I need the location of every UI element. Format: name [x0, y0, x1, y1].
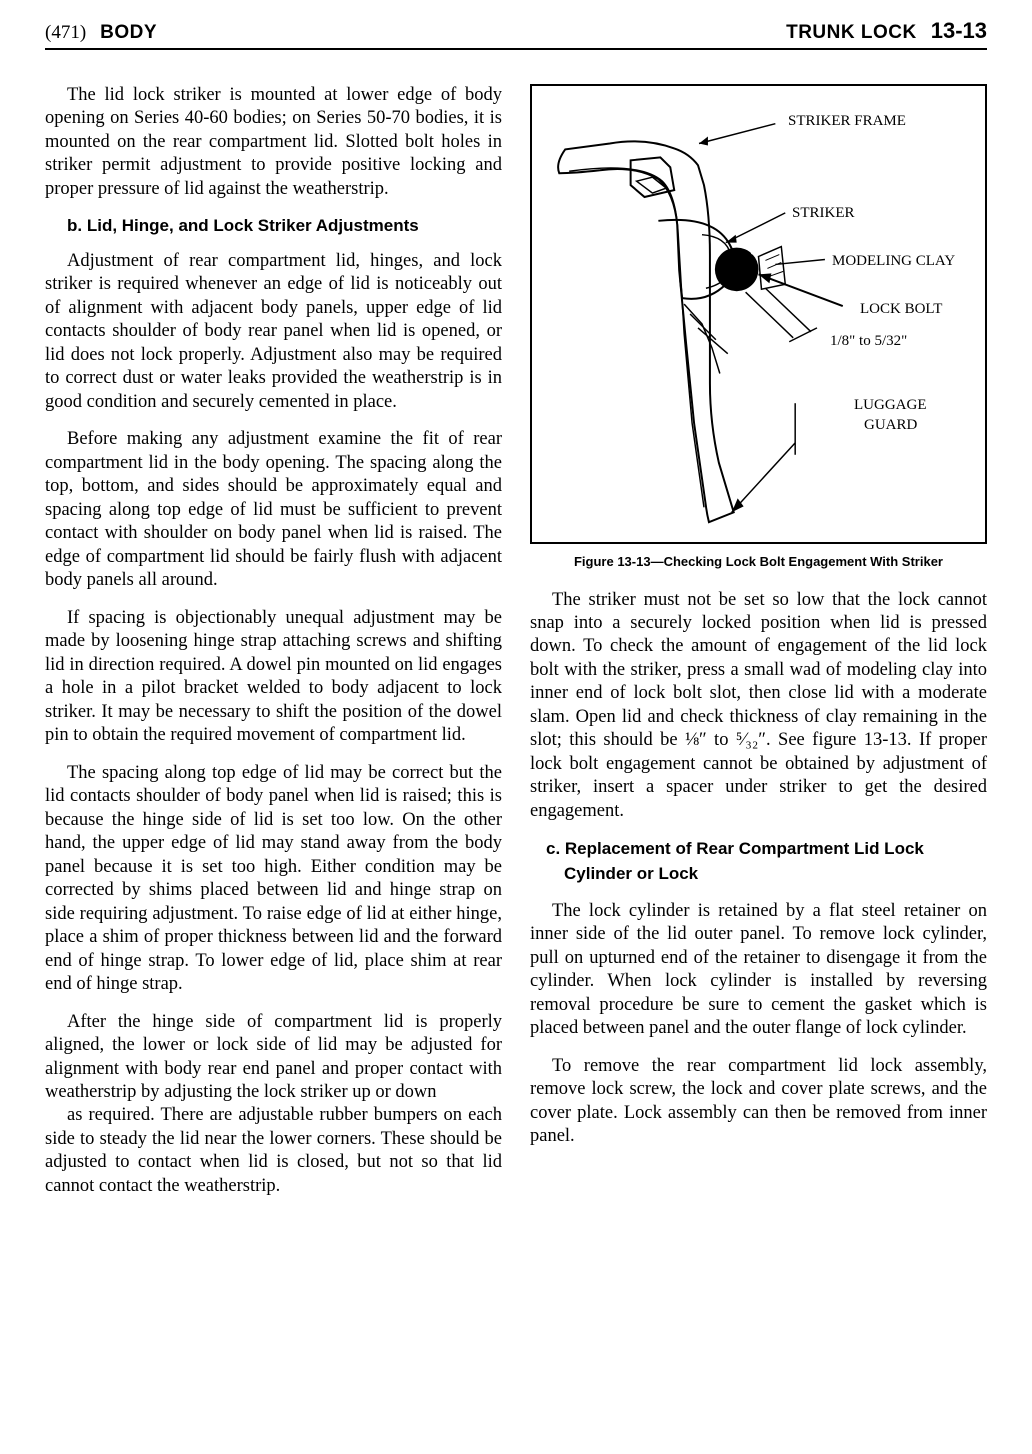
header-right: TRUNK LOCK 13-13: [786, 18, 987, 44]
figure-label-dimension: 1/8" to 5/32": [830, 332, 907, 351]
body-label: BODY: [100, 22, 157, 44]
figure-label-striker: STRIKER: [792, 204, 855, 223]
figure-label-striker-frame: STRIKER FRAME: [788, 112, 906, 131]
section-label: TRUNK LOCK: [786, 22, 917, 44]
page-header: (471) BODY TRUNK LOCK 13-13: [45, 18, 987, 50]
paragraph: The lid lock striker is mounted at lower…: [45, 84, 502, 201]
subheading-c: c. Replacement of Rear Compartment Lid L…: [564, 837, 987, 886]
figure-label-lock-bolt: LOCK BOLT: [860, 300, 942, 319]
paragraph: Before making any adjustment examine the…: [45, 428, 502, 592]
paragraph: The spacing along top edge of lid may be…: [45, 762, 502, 997]
paragraph: After the hinge side of compartment lid …: [45, 1011, 502, 1105]
figure-box: STRIKER FRAME STRIKER MODELING CLAY LOCK…: [530, 84, 987, 544]
header-left: (471) BODY: [45, 22, 157, 44]
figure-caption: Figure 13-13—Checking Lock Bolt Engageme…: [530, 554, 987, 571]
paragraph: If spacing is objectionably unequal adju…: [45, 607, 502, 748]
paragraph: The striker must not be set so low that …: [530, 589, 987, 824]
page-number: (471): [45, 22, 86, 44]
figure-label-modeling-clay: MODELING CLAY: [832, 252, 955, 271]
figure-label-luggage-guard-2: GUARD: [864, 416, 917, 435]
section-page-number: 13-13: [931, 18, 987, 44]
paragraph: To remove the rear compartment lid lock …: [530, 1055, 987, 1149]
figure-13-13: STRIKER FRAME STRIKER MODELING CLAY LOCK…: [530, 84, 987, 571]
page: (471) BODY TRUNK LOCK 13-13 The lid lock…: [0, 0, 1032, 1454]
body-text: The lid lock striker is mounted at lower…: [45, 84, 987, 1198]
paragraph: Adjustment of rear compartment lid, hing…: [45, 250, 502, 414]
figure-label-luggage-guard-1: LUGGAGE: [854, 396, 927, 415]
subheading-b: b. Lid, Hinge, and Lock Striker Adjustme…: [67, 215, 502, 237]
paragraph: The lock cylinder is retained by a flat …: [530, 900, 987, 1041]
paragraph: as required. There are adjustable rubber…: [45, 1104, 502, 1198]
